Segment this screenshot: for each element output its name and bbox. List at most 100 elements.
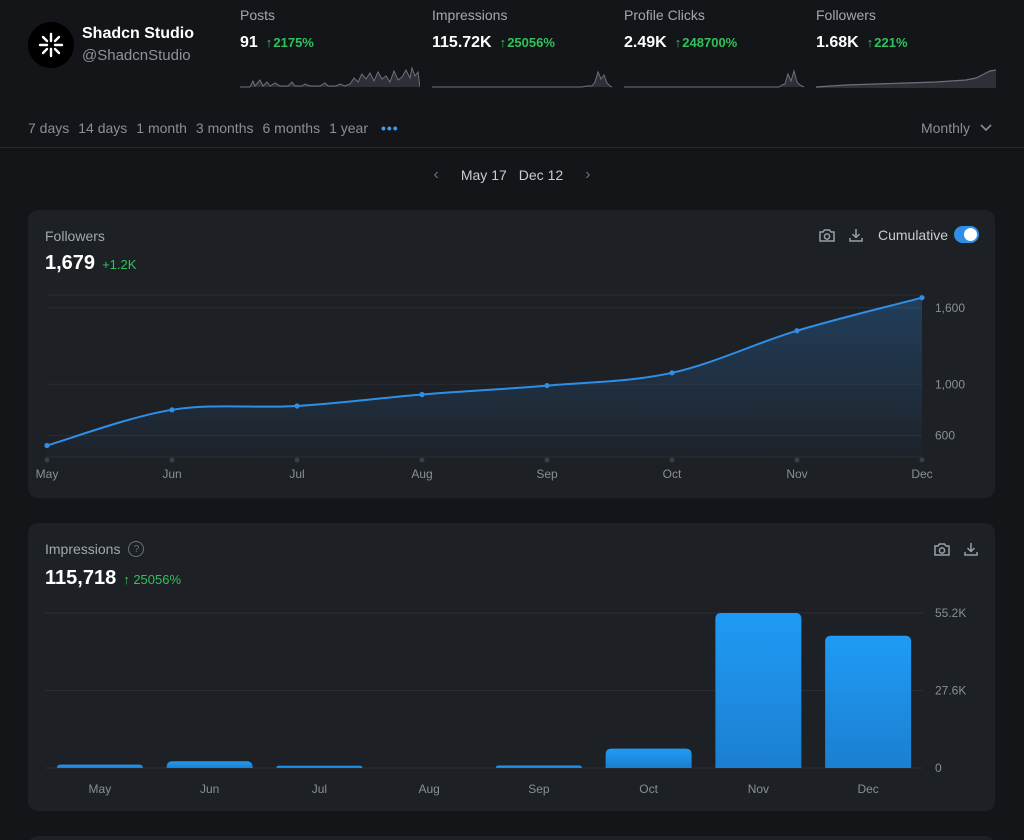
stat-value: 2.49K — [624, 34, 667, 51]
x-tick-label: Jun — [162, 467, 181, 481]
stat-value: 1.68K — [816, 34, 859, 51]
data-point — [44, 442, 50, 449]
x-tick-dot — [919, 457, 925, 463]
x-tick-label: Aug — [411, 467, 432, 481]
arrow-up-icon: ↑ — [123, 572, 130, 587]
next-card — [28, 836, 995, 840]
followers-value: 1,679 — [45, 252, 96, 274]
data-point — [419, 391, 425, 398]
impressions-chart: 0 27.6K 55.2K May Jun Jul Aug Sep Oct Nov Dec — [45, 606, 966, 796]
x-tick-label: Jul — [312, 782, 327, 796]
impressions-value: 115,718 — [45, 567, 117, 589]
stat-delta: ↑ 2175% — [265, 35, 314, 50]
x-tick-dot — [44, 457, 50, 463]
y-tick-label: 55.2K — [935, 606, 966, 620]
date-end[interactable]: Dec 12 — [518, 167, 564, 183]
range-7-days[interactable]: 7 days — [28, 120, 70, 136]
chevron-down-icon — [980, 124, 992, 132]
stat-delta: ↑ 221% — [866, 35, 908, 50]
x-tick-dot — [794, 457, 800, 463]
range-6-months[interactable]: 6 months — [262, 120, 321, 136]
y-tick-label: 1,000 — [935, 377, 965, 391]
x-tick-label: Dec — [911, 467, 932, 481]
followers-delta: +1.2K — [102, 257, 137, 272]
download-icon[interactable] — [963, 541, 979, 557]
more-options-icon[interactable]: ••• — [381, 120, 399, 136]
bar — [56, 764, 143, 768]
stat-posts[interactable]: Posts 91 ↑ 2175% — [240, 6, 420, 52]
stat-label: Posts — [240, 7, 276, 23]
granularity-dropdown[interactable]: Monthly — [921, 120, 992, 136]
x-tick-label: Oct — [639, 782, 658, 796]
arrow-up-icon: ↑ — [866, 35, 874, 50]
impressions-delta: ↑ 25056% — [123, 572, 182, 587]
data-point — [919, 295, 925, 301]
impressions-card: Impressions ? 115,718 ↑ 25056% 0 27.6K 55.… — [28, 523, 995, 811]
x-tick-label: May — [89, 782, 112, 796]
range-14-days[interactable]: 14 days — [78, 120, 128, 136]
arrow-up-icon: ↑ — [499, 35, 507, 50]
x-tick-dot — [669, 457, 675, 463]
help-icon[interactable]: ? — [128, 541, 145, 557]
x-tick-dot — [544, 457, 550, 463]
data-point — [294, 403, 300, 409]
time-range-selector: 7 days 14 days 1 month 3 months 6 months… — [28, 120, 408, 136]
x-tick-dot — [169, 457, 175, 463]
bar — [715, 613, 802, 768]
bar — [495, 765, 582, 768]
data-point — [169, 407, 175, 413]
range-3-months[interactable]: 3 months — [195, 120, 254, 136]
cumulative-toggle[interactable] — [954, 226, 979, 243]
x-tick-label: Sep — [536, 467, 558, 481]
profile-handle: @ShadcnStudio — [82, 47, 191, 64]
x-tick-label: Jul — [289, 467, 304, 481]
cumulative-label: Cumulative — [877, 226, 948, 243]
stat-delta: ↑ 248700% — [674, 35, 738, 50]
granularity-label: Monthly — [920, 120, 970, 136]
chevron-right-icon[interactable]: › — [585, 166, 591, 183]
bar — [276, 765, 363, 768]
y-tick-label: 1,600 — [935, 301, 965, 315]
stat-label: Profile Clicks — [624, 7, 705, 23]
y-tick-label: 600 — [935, 428, 955, 442]
range-1-year[interactable]: 1 year — [329, 120, 368, 136]
download-icon[interactable] — [848, 227, 864, 243]
x-tick-label: Nov — [786, 467, 807, 481]
y-tick-label: 0 — [935, 761, 942, 775]
data-point — [544, 382, 550, 389]
stat-value: 91 — [240, 34, 258, 51]
sparkline-posts — [240, 66, 420, 88]
stat-profile-clicks[interactable]: Profile Clicks 2.49K ↑ 248700% — [624, 6, 804, 52]
x-tick-label: Sep — [528, 782, 550, 796]
camera-icon[interactable] — [933, 541, 951, 557]
x-tick-label: Oct — [663, 467, 682, 481]
profile-brand[interactable]: Shadcn Studio @ShadcnStudio — [28, 22, 194, 68]
series-line — [46, 296, 923, 447]
date-navigator: ‹ May 17 Dec 12 › — [0, 166, 1024, 184]
stat-label: Followers — [816, 7, 876, 23]
profile-name: Shadcn Studio — [82, 25, 194, 42]
top-header: Shadcn Studio @ShadcnStudio Posts 91 ↑ 2… — [0, 0, 1024, 148]
followers-chart: 600 1,000 1,600 May Jun Jul Aug Sep Oct Nov Dec — [36, 294, 965, 481]
data-point — [794, 328, 800, 334]
series-area — [47, 297, 922, 457]
bar — [825, 635, 912, 768]
x-tick-label: May — [36, 467, 59, 481]
card-title: Followers — [45, 228, 105, 244]
x-tick-label: Dec — [857, 782, 878, 796]
bar — [605, 748, 692, 768]
x-tick-label: Aug — [418, 782, 439, 796]
stat-impressions[interactable]: Impressions 115.72K ↑ 25056% — [432, 6, 612, 52]
range-1-month[interactable]: 1 month — [136, 120, 187, 136]
followers-card: Followers 1,679 +1.2K Cumulative 600 1,00… — [28, 210, 995, 498]
data-point — [669, 370, 675, 376]
stat-value: 115.72K — [432, 34, 492, 51]
chevron-left-icon[interactable]: ‹ — [433, 166, 439, 183]
camera-icon[interactable] — [818, 227, 836, 243]
stat-followers[interactable]: Followers 1.68K ↑ 221% — [816, 6, 996, 52]
sparkline-followers — [816, 69, 996, 88]
date-start[interactable]: May 17 — [460, 167, 507, 183]
bar — [166, 761, 253, 768]
x-tick-dot — [419, 457, 425, 463]
shadcn-logo-icon — [28, 22, 74, 68]
